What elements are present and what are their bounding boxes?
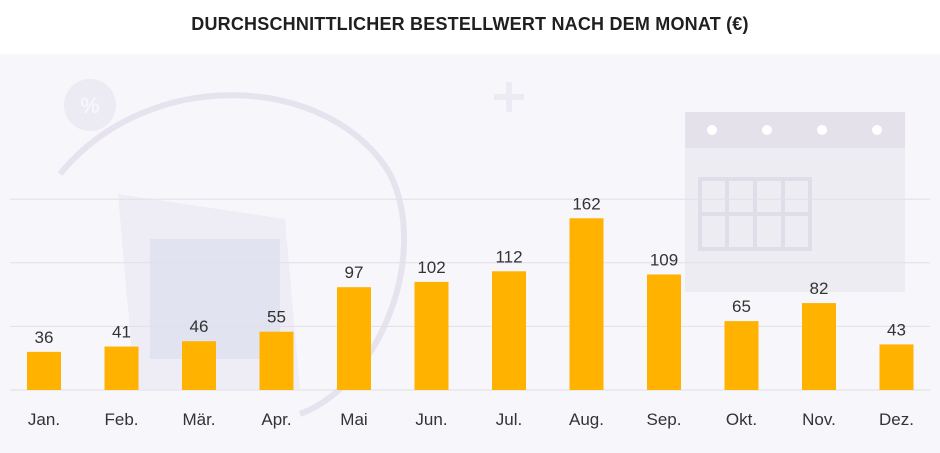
x-tick-label: Mai	[340, 410, 367, 429]
bar-2[interactable]	[182, 341, 216, 390]
value-label: 55	[267, 308, 286, 327]
bar-0[interactable]	[27, 351, 61, 390]
x-tick-label: Dez.	[879, 410, 914, 429]
bar-5[interactable]	[414, 281, 449, 390]
discount-badge-icon	[64, 79, 116, 131]
x-tick-label: Feb.	[104, 410, 138, 429]
x-tick-label: Aug.	[569, 410, 604, 429]
bar-3[interactable]	[259, 331, 294, 390]
x-tick-label: Jul.	[496, 410, 522, 429]
value-label: 43	[887, 320, 906, 339]
grid-lines	[10, 198, 930, 391]
x-tick-label: Sep.	[647, 410, 682, 429]
bar-11[interactable]	[879, 344, 914, 390]
value-label: 46	[190, 317, 209, 336]
value-label: 36	[35, 328, 54, 347]
bar-6[interactable]	[492, 271, 526, 390]
x-tick-label: Jun.	[415, 410, 447, 429]
x-tick-label: Jan.	[28, 410, 60, 429]
chart-title: DURCHSCHNITTLICHER BESTELLWERT NACH DEM …	[191, 14, 749, 34]
bar-4[interactable]	[337, 287, 371, 390]
bars	[27, 218, 914, 390]
value-label: 102	[417, 258, 445, 277]
value-labels: 36 41 46 55 97 102 112 162 109 65 82 43	[35, 194, 906, 347]
x-axis-tick-labels: Jan. Feb. Mär. Apr. Mai Jun. Jul. Aug. Sep. Okt. N…	[28, 410, 914, 429]
value-label: 112	[495, 247, 522, 266]
bar-chart: % 36 41 46 55 97 102	[10, 79, 930, 429]
x-tick-label: Apr.	[261, 410, 291, 429]
x-tick-label: Nov.	[802, 410, 836, 429]
background-decoration: %	[57, 79, 905, 417]
value-label: 65	[732, 297, 751, 316]
bar-1[interactable]	[104, 346, 139, 390]
calendar-icon	[685, 112, 905, 292]
value-label: 109	[650, 250, 678, 269]
bar-8[interactable]	[647, 274, 681, 390]
x-tick-label: Mär.	[182, 410, 215, 429]
chart-area: % 36 41 46 55 97 102	[0, 54, 940, 453]
building-illustration	[118, 194, 300, 389]
bar-7[interactable]	[569, 218, 604, 390]
x-tick-label: Okt.	[726, 410, 757, 429]
value-label: 97	[345, 263, 364, 282]
value-label: 82	[810, 279, 829, 298]
value-label: 162	[572, 194, 600, 213]
bar-10[interactable]	[802, 303, 836, 390]
percent-icon: %	[80, 93, 100, 118]
value-label: 41	[112, 323, 131, 342]
bar-9[interactable]	[724, 321, 759, 390]
